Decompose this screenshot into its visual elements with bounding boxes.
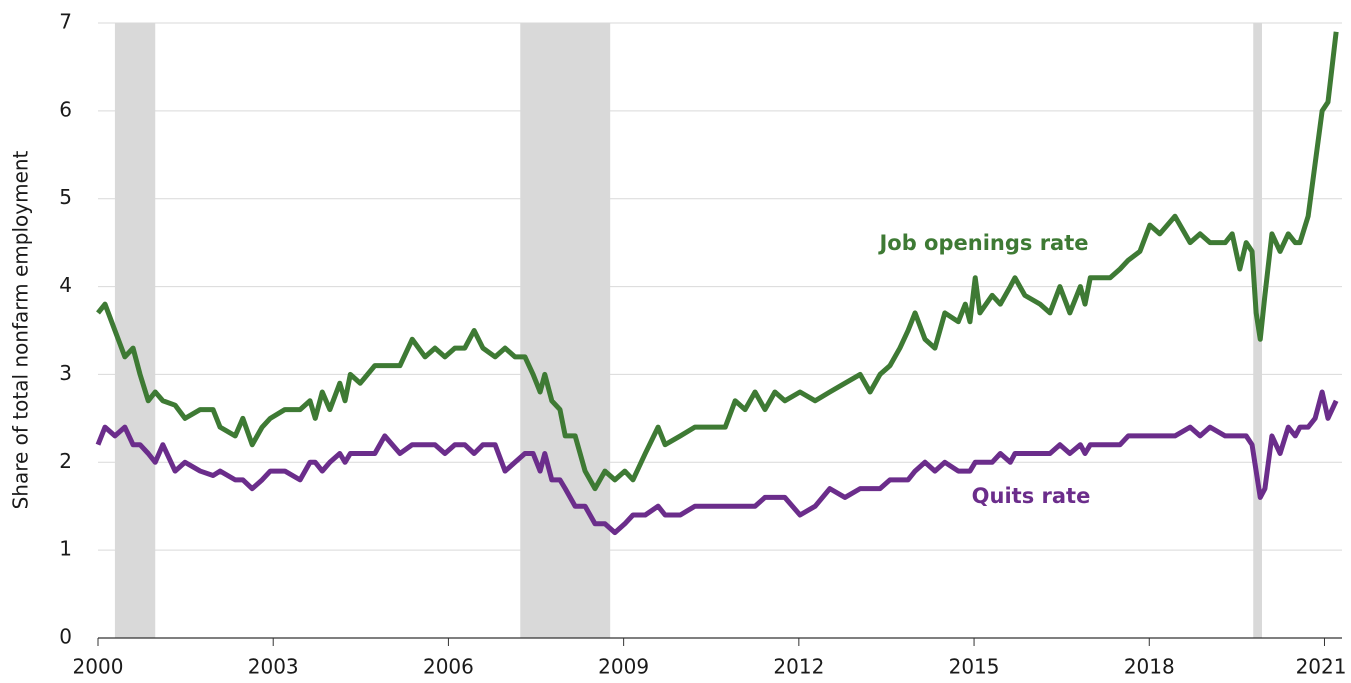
x-tick-label: 2000 — [73, 655, 124, 679]
x-tick-label: 2012 — [773, 655, 824, 679]
y-tick-label: 4 — [59, 273, 72, 297]
x-tick-label: 2018 — [1124, 655, 1175, 679]
y-tick-label: 2 — [59, 449, 72, 473]
x-tick-label: 2021 — [1296, 655, 1347, 679]
y-tick-label: 3 — [59, 361, 72, 385]
y-tick-label: 0 — [59, 625, 72, 649]
y-tick-label: 6 — [59, 97, 72, 121]
x-tick-label: 2009 — [598, 655, 649, 679]
series-line — [96, 31, 1339, 492]
series-line — [95, 389, 1339, 536]
series-label: Job openings rate — [877, 231, 1088, 255]
x-tick-label: 2006 — [423, 655, 474, 679]
y-tick-label: 7 — [59, 10, 72, 34]
recession-band — [520, 23, 611, 638]
y-tick-label: 5 — [59, 185, 72, 209]
series-label: Quits rate — [972, 484, 1091, 508]
recession-band — [114, 23, 156, 638]
x-tick-label: 2015 — [949, 655, 1000, 679]
x-tick-label: 2003 — [248, 655, 299, 679]
y-axis-label: Share of total nonfarm employment — [9, 150, 33, 509]
y-tick-label: 1 — [59, 537, 72, 561]
